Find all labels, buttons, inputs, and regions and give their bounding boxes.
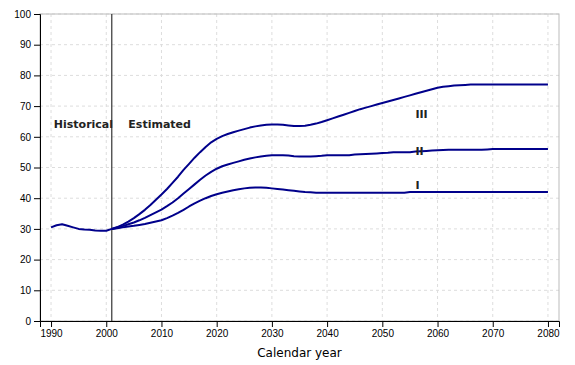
chart: 1990200020102020203020402050206020702080…: [0, 0, 575, 365]
series-line: [51, 224, 112, 230]
y-grid-line: [40, 290, 559, 291]
y-axis: 0 10 20 30 40 50 60 70 80 90 100: [14, 9, 40, 327]
annotation: I: [415, 179, 419, 192]
y-grid-line: [40, 44, 559, 45]
x-grid-line: [547, 14, 548, 321]
x-axis-line: [41, 322, 560, 328]
y-grid-line: [40, 136, 559, 137]
x-axis-title: Calendar year: [257, 346, 342, 360]
y-tick-mark: [34, 168, 40, 169]
x-axis: 1990 2000 2010 2020 2030 2040 2050 2060 2070 2080: [40, 321, 560, 339]
y-tick-mark: [34, 45, 40, 46]
annotation: Estimated: [128, 118, 191, 131]
annotation: Historical: [54, 118, 113, 131]
x-tick: 2080: [537, 321, 560, 339]
y-tick-label: 50: [20, 162, 32, 173]
x-tick-mark: [493, 321, 494, 327]
x-tick-mark: [548, 321, 549, 327]
x-grid-line: [51, 14, 52, 321]
y-tick-label: 40: [20, 193, 32, 204]
y-tick-mark: [34, 290, 40, 291]
grid: [40, 14, 559, 321]
series-line: [112, 85, 548, 229]
y-tick: 100: [14, 9, 40, 20]
x-tick: 2020: [206, 321, 229, 339]
x-tick-label: 2080: [537, 328, 560, 339]
y-tick: 10: [20, 285, 40, 296]
y-tick-mark: [34, 229, 40, 230]
y-tick-label: 90: [20, 39, 32, 50]
x-tick-mark: [106, 321, 107, 327]
y-tick-mark: [34, 137, 40, 138]
x-tick: 2030: [261, 321, 284, 339]
y-tick: 20: [20, 254, 40, 265]
x-tick-mark: [161, 321, 162, 327]
plot-frame: [40, 14, 559, 321]
annotation: II: [415, 145, 423, 158]
x-tick: 2050: [372, 321, 395, 339]
y-tick-label: 0: [25, 316, 31, 327]
y-tick: 30: [20, 224, 40, 235]
x-tick-label: 2040: [316, 328, 339, 339]
y-tick-label: 30: [20, 224, 32, 235]
x-tick-mark: [438, 321, 439, 327]
y-tick-mark: [34, 106, 40, 107]
y-tick-label: 20: [20, 254, 32, 265]
y-tick-label: 100: [14, 9, 31, 20]
y-tick-label: 70: [20, 101, 32, 112]
y-grid-line: [40, 167, 559, 168]
y-tick-mark: [34, 75, 40, 76]
x-tick-mark: [51, 321, 52, 327]
y-grid-line: [40, 75, 559, 76]
x-tick: 2000: [96, 321, 119, 339]
x-tick-label: 2000: [96, 328, 119, 339]
x-tick: 2070: [482, 321, 505, 339]
y-axis-line: [34, 15, 41, 322]
y-tick: 40: [20, 193, 40, 204]
y-tick: 90: [20, 39, 40, 50]
x-tick: 1990: [40, 321, 63, 339]
y-tick: 0: [25, 316, 40, 327]
marks: [51, 14, 548, 321]
y-tick-mark: [34, 198, 40, 199]
x-tick-label: 1990: [40, 328, 63, 339]
x-grid-line: [271, 14, 272, 321]
divider-line: [111, 14, 112, 321]
y-tick: 80: [20, 70, 40, 81]
annotations: IIIIIIHistoricalEstimated: [54, 108, 428, 192]
x-tick: 2040: [316, 321, 339, 339]
y-tick-label: 10: [20, 285, 32, 296]
x-tick-label: 2060: [427, 328, 450, 339]
y-tick: 50: [20, 162, 40, 173]
plot: 1990200020102020203020402050206020702080…: [14, 9, 560, 339]
x-tick-mark: [327, 321, 328, 327]
x-grid-line: [327, 14, 328, 321]
x-tick-mark: [217, 321, 218, 327]
y-tick-label: 80: [20, 70, 32, 81]
x-tick-label: 2020: [206, 328, 229, 339]
x-tick-label: 2070: [482, 328, 505, 339]
x-tick: 2010: [151, 321, 174, 339]
series-line: [112, 149, 548, 229]
x-tick-label: 2010: [151, 328, 174, 339]
y-tick: 60: [20, 132, 40, 143]
y-grid-line: [40, 198, 559, 199]
x-tick-label: 2050: [372, 328, 395, 339]
y-tick-mark: [34, 14, 40, 15]
x-tick-mark: [382, 321, 383, 327]
series-line: [112, 187, 548, 228]
y-grid-line: [40, 259, 559, 260]
x-tick-mark: [272, 321, 273, 327]
annotation: III: [415, 108, 427, 121]
x-tick: 2060: [427, 321, 450, 339]
y-grid-line: [40, 106, 559, 107]
y-tick: 70: [20, 101, 40, 112]
y-tick-mark: [34, 260, 40, 261]
x-tick-label: 2030: [261, 328, 284, 339]
y-tick-label: 60: [20, 132, 32, 143]
y-tick-mark: [34, 321, 40, 322]
